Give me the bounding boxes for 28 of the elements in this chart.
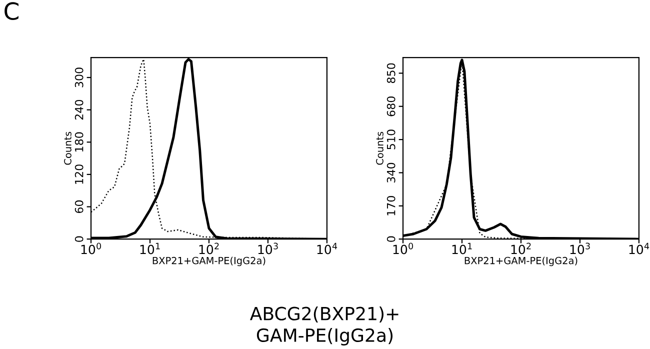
x-tick-label: 10$^{0}$ [393,242,414,254]
y-tick-label: 60 [74,200,84,214]
x-tick-label: 10$^{0}$ [81,242,102,254]
y-tick-label: 510 [386,130,396,150]
y-tick-label: 0 [74,236,84,242]
text: ABCG2(BXP21)+ GAM-PE(IgG2a) [250,306,398,346]
y-tick-label: 180 [74,132,84,152]
y-tick-label: 300 [74,68,84,88]
y-tick-label: 170 [386,196,396,216]
y-tick-label: 240 [74,100,84,120]
x-axis-title: BXP21+GAM-PE(IgG2a) [152,256,266,266]
x-tick-label: 10$^{2}$ [199,242,219,254]
x-tick-label: 10$^{1}$ [140,242,160,254]
x-tick-label: 10$^{2}$ [511,242,531,254]
y-axis-title: Counts [64,132,72,165]
y-tick-label: 680 [386,96,396,116]
y-tick-label: 0 [386,236,396,242]
x-tick-label: 10$^{3}$ [570,242,590,254]
y-tick-label: 340 [386,162,396,182]
x-tick-label: 10$^{4}$ [629,242,650,254]
x-axis-title: BXP21+GAM-PE(IgG2a) [464,256,578,266]
y-tick-label: 850 [386,63,396,84]
x-tick-label: 10$^{4}$ [317,242,338,254]
text: C [4,2,18,20]
y-tick-label: 120 [74,164,84,184]
x-tick-label: 10$^{1}$ [452,242,472,254]
y-axis-title: Counts [376,132,384,165]
x-tick-label: 10$^{3}$ [258,242,278,254]
